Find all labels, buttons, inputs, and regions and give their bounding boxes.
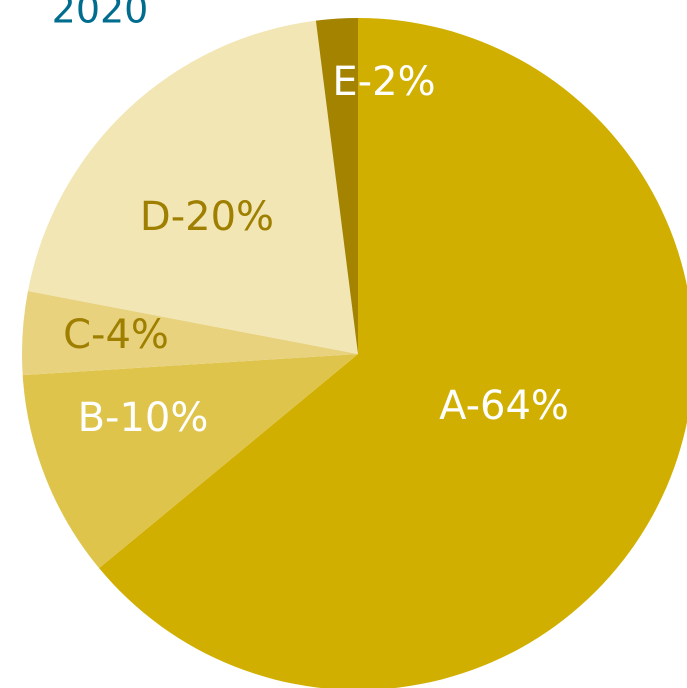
pie-slice bbox=[315, 18, 358, 354]
chart-title: 2020 bbox=[52, 0, 149, 32]
pie-slice bbox=[22, 354, 358, 569]
pie-slice bbox=[99, 18, 687, 688]
data-label: A-64% bbox=[439, 383, 569, 429]
data-label: E-2% bbox=[332, 59, 435, 105]
data-label: D-20% bbox=[140, 194, 274, 240]
data-label: B-10% bbox=[78, 395, 209, 441]
slices bbox=[21, 18, 687, 688]
pie-slice bbox=[21, 291, 358, 376]
data-label: C-4% bbox=[63, 312, 169, 358]
pie-slice bbox=[27, 20, 359, 354]
